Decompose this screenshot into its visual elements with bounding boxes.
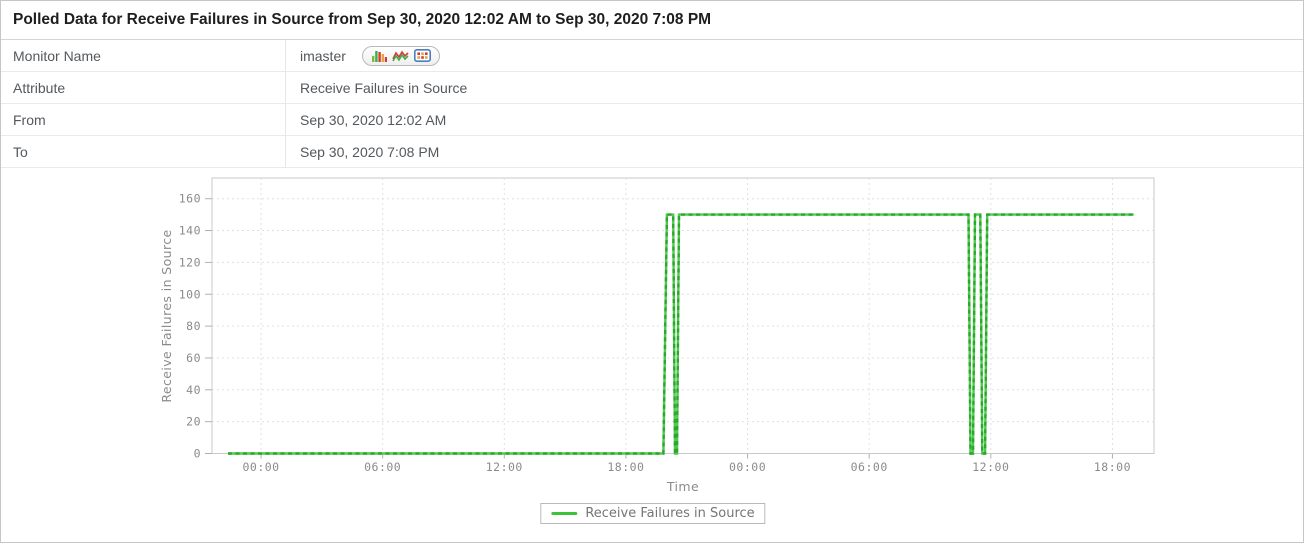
from-value: Sep 30, 2020 12:02 AM (300, 111, 447, 128)
series-line (228, 213, 1134, 455)
plot-border (211, 177, 1155, 454)
line-chart-icon[interactable] (392, 49, 409, 63)
x-tick-label: 00:00 (242, 460, 279, 474)
legend-label: Receive Failures in Source (585, 506, 755, 521)
table-view-icon[interactable] (413, 49, 431, 62)
to-label: To (1, 136, 286, 167)
info-row-from: From Sep 30, 2020 12:02 AM (1, 104, 1303, 136)
grid-layer (211, 177, 1155, 454)
info-row-attribute: Attribute Receive Failures in Source (1, 72, 1303, 104)
legend-line-swatch (551, 512, 578, 515)
monitor-name-value: imaster (300, 47, 346, 64)
y-tick-label: 40 (186, 383, 201, 397)
attribute-label: Attribute (1, 72, 286, 103)
y-tick-label: 20 (186, 415, 201, 429)
report-title: Polled Data for Receive Failures in Sour… (1, 1, 1303, 40)
info-row-monitor-name: Monitor Name imaster (1, 40, 1303, 72)
y-tick-label: 60 (186, 351, 201, 365)
x-tick-label: 06:00 (851, 460, 888, 474)
polled-data-chart: 00:00 06:00 12:00 18:00 00:00 06:00 12:00 18:00… (1, 168, 1303, 542)
info-row-to: To Sep 30, 2020 7:08 PM (1, 136, 1303, 168)
attribute-value: Receive Failures in Source (300, 79, 468, 96)
series-line-dashes (228, 213, 1134, 455)
x-tick-label: 18:00 (607, 460, 644, 474)
monitor-view-switcher[interactable] (361, 45, 440, 66)
x-tick-label: 12:00 (972, 460, 1009, 474)
x-axis-title: Time (666, 479, 699, 494)
tick-layer (205, 198, 1113, 459)
tick-labels-layer: 00:00 06:00 12:00 18:00 00:00 06:00 12:00 18:00… (179, 192, 1131, 474)
y-tick-label: 0 (194, 447, 201, 461)
y-tick-label: 160 (179, 192, 201, 206)
x-tick-label: 12:00 (486, 460, 523, 474)
from-label: From (1, 104, 286, 135)
x-tick-label: 18:00 (1094, 460, 1131, 474)
chart-legend: Receive Failures in Source (540, 503, 766, 524)
y-tick-label: 100 (179, 287, 201, 301)
x-tick-label: 06:00 (364, 460, 401, 474)
x-tick-label: 00:00 (729, 460, 766, 474)
series-layer (228, 213, 1134, 455)
y-tick-label: 120 (179, 255, 201, 269)
y-axis-title: Receive Failures in Source (159, 229, 174, 402)
y-tick-label: 80 (186, 319, 201, 333)
line-chart: 00:00 06:00 12:00 18:00 00:00 06:00 12:00 18:00… (159, 177, 1155, 494)
y-tick-label: 140 (179, 224, 201, 238)
monitor-name-label: Monitor Name (1, 40, 286, 71)
bar-chart-icon[interactable] (371, 49, 387, 63)
to-value: Sep 30, 2020 7:08 PM (300, 143, 440, 160)
